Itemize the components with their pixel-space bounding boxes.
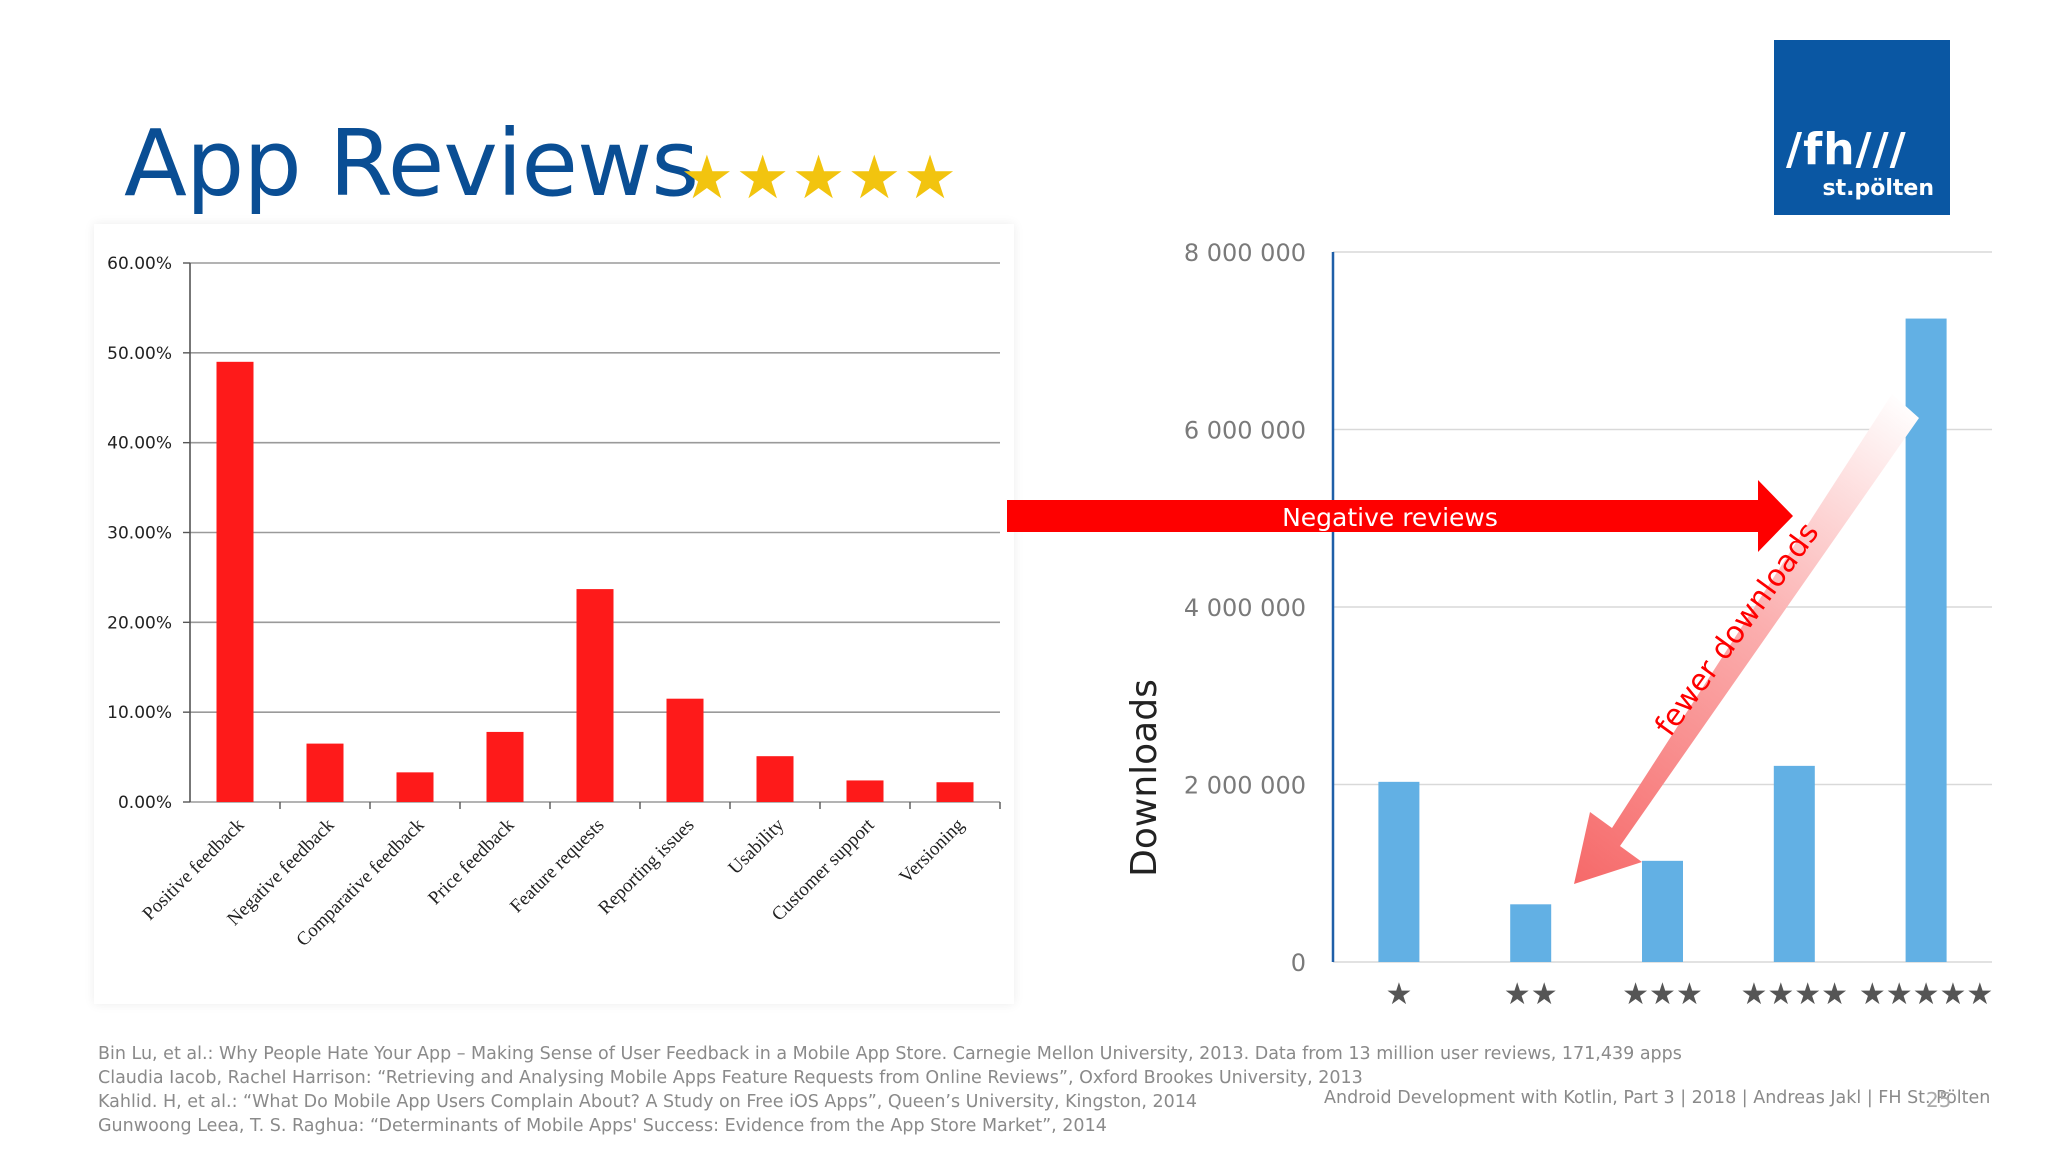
bar	[396, 772, 434, 802]
x-tick-label-stars-icon: ★★	[1504, 977, 1558, 1012]
negative-reviews-label: Negative reviews	[1282, 503, 1498, 532]
y-tick-label: 20.00%	[107, 613, 172, 633]
bar	[1510, 904, 1552, 962]
y-tick-label: 60.00%	[107, 254, 172, 274]
bar	[1378, 781, 1420, 962]
title-stars-icon: ★★★★★	[680, 143, 959, 213]
logo-line1: /fh///	[1786, 124, 1907, 175]
bar	[576, 589, 614, 802]
y-tick-label: 30.00%	[107, 524, 172, 544]
x-tick-label: Versioning	[895, 814, 968, 887]
page-number: 25	[1926, 1088, 1952, 1112]
y-tick-label: 8 000 000	[1184, 239, 1306, 267]
reference-line: Bin Lu, et al.: Why People Hate Your App…	[98, 1044, 1682, 1064]
bar	[936, 782, 974, 802]
page-title: App Reviews	[124, 110, 699, 217]
negative-reviews-arrow	[1007, 480, 1793, 552]
bar	[756, 756, 794, 802]
references-footer: Bin Lu, et al.: Why People Hate Your App…	[98, 1042, 1682, 1138]
y-axis-label: Downloads	[1124, 679, 1165, 877]
x-tick-label-stars-icon: ★★★★	[1741, 977, 1849, 1012]
reference-line: Kahlid. H, et al.: “What Do Mobile App U…	[98, 1092, 1198, 1112]
x-tick-label-stars-icon: ★	[1385, 977, 1412, 1012]
right-bar-chart: 0 2 000 000 4 000 000 6 000 000 8 000 000 Dow…	[1124, 239, 1993, 1012]
fh-st-poelten-logo: /fh/// st.pölten	[1774, 40, 1950, 215]
y-tick-label: 10.00%	[107, 703, 172, 723]
fewer-downloads-arrow	[1574, 394, 1919, 884]
bar	[846, 780, 884, 802]
bar	[1642, 860, 1683, 962]
y-tick-label: 2 000 000	[1184, 772, 1306, 800]
bar	[216, 361, 254, 802]
y-tick-label: 6 000 000	[1184, 417, 1306, 445]
reference-line: Claudia Iacob, Rachel Harrison: “Retriev…	[98, 1068, 1363, 1088]
x-tick-label: Reporting issues	[594, 815, 698, 919]
bar	[306, 743, 344, 802]
left-bar-chart: 0.00% 10.00% 20.00% 30.00% 40.00% 50.00% 60.00…	[107, 254, 1001, 951]
x-tick-label: Price feedback	[424, 814, 519, 909]
y-tick-label: 40.00%	[107, 434, 172, 454]
fewer-downloads-label: fewer downloads	[1648, 516, 1826, 743]
logo-line2: st.pölten	[1822, 176, 1934, 201]
bar	[1773, 765, 1815, 962]
y-tick-label: 4 000 000	[1184, 594, 1306, 622]
x-tick-label-stars-icon: ★★★	[1622, 977, 1703, 1012]
y-tick-label: 50.00%	[107, 344, 172, 364]
bar	[486, 731, 524, 802]
x-tick-label-stars-icon: ★★★★★	[1859, 977, 1993, 1012]
reference-line: Gunwoong Leea, T. S. Raghua: “Determinan…	[98, 1116, 1107, 1136]
y-tick-label: 0.00%	[118, 793, 172, 813]
course-footer: Android Development with Kotlin, Part 3 …	[1324, 1088, 1991, 1108]
bar	[666, 698, 704, 802]
y-tick-label: 0	[1291, 949, 1306, 977]
x-tick-label: Usability	[724, 814, 788, 878]
x-tick-label: Feature requests	[506, 815, 609, 918]
